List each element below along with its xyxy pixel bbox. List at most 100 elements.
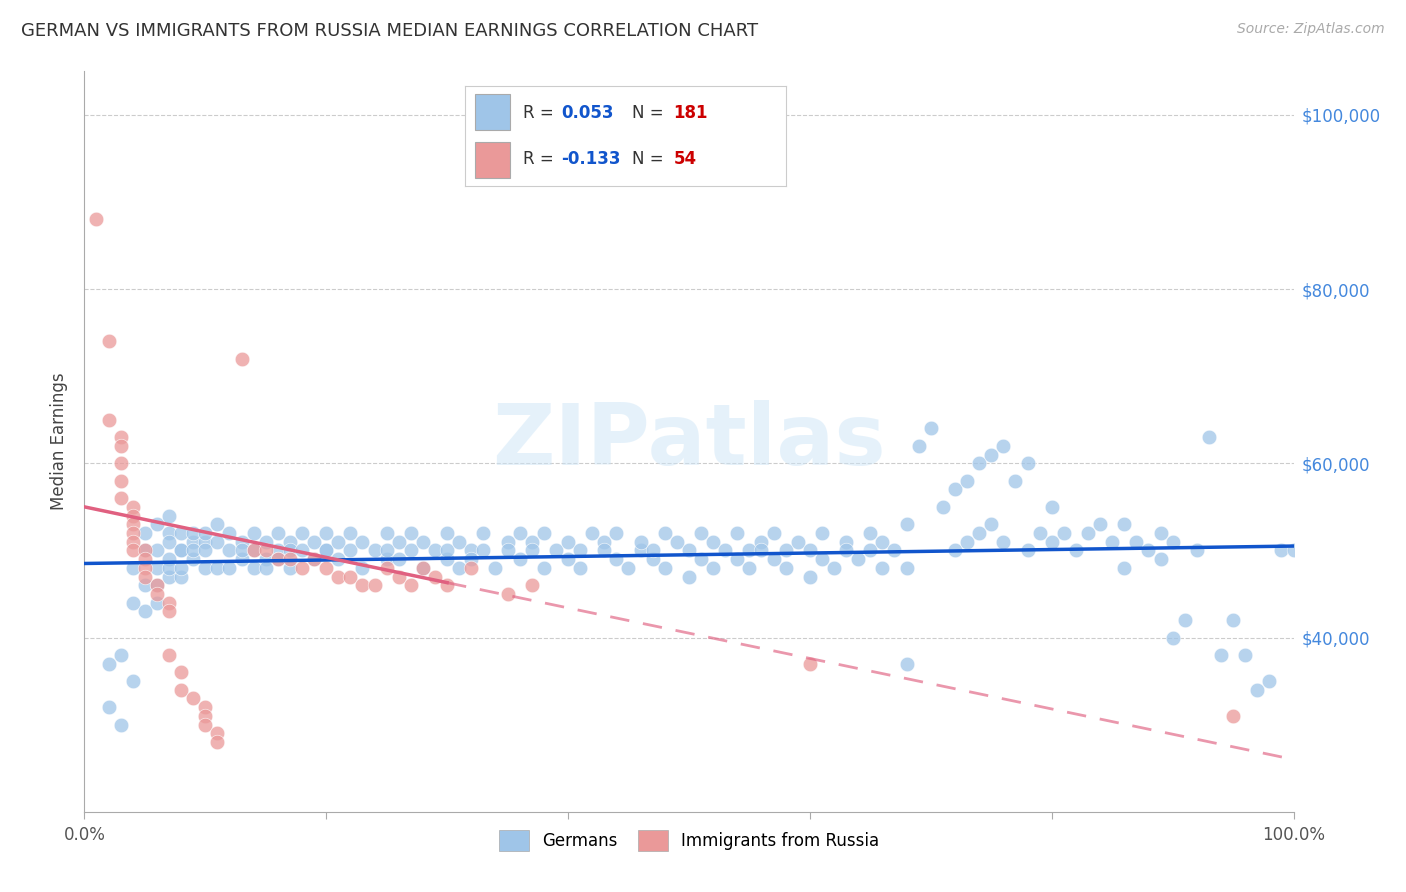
Point bbox=[194, 717, 217, 731]
Point bbox=[363, 543, 385, 558]
Point bbox=[134, 561, 156, 575]
Point bbox=[302, 552, 325, 566]
Point bbox=[1270, 543, 1292, 558]
Point bbox=[1149, 552, 1171, 566]
Point bbox=[835, 543, 858, 558]
Point bbox=[278, 561, 301, 575]
Point bbox=[181, 552, 204, 566]
Point bbox=[665, 534, 688, 549]
Point bbox=[1222, 613, 1244, 627]
Point bbox=[388, 569, 411, 583]
Point bbox=[146, 543, 169, 558]
Point bbox=[835, 534, 858, 549]
Point bbox=[654, 526, 676, 541]
Point bbox=[110, 474, 132, 488]
Point bbox=[956, 534, 979, 549]
Point bbox=[181, 534, 204, 549]
Point bbox=[157, 569, 180, 583]
Point bbox=[775, 561, 797, 575]
Point bbox=[1088, 517, 1111, 532]
Point bbox=[110, 430, 132, 444]
Point bbox=[823, 561, 845, 575]
Point bbox=[134, 578, 156, 592]
Point bbox=[654, 561, 676, 575]
Point bbox=[157, 561, 180, 575]
Point bbox=[121, 561, 143, 575]
Point bbox=[956, 474, 979, 488]
Point bbox=[1222, 709, 1244, 723]
Point bbox=[181, 691, 204, 706]
Point bbox=[134, 569, 156, 583]
Point bbox=[242, 561, 264, 575]
Point bbox=[1185, 543, 1208, 558]
Point bbox=[472, 526, 495, 541]
Point bbox=[121, 526, 143, 541]
Point bbox=[146, 517, 169, 532]
Point bbox=[157, 604, 180, 618]
Point bbox=[170, 665, 193, 680]
Point bbox=[1282, 543, 1305, 558]
Point bbox=[1209, 648, 1232, 662]
Point bbox=[121, 596, 143, 610]
Point bbox=[786, 534, 808, 549]
Point bbox=[315, 543, 337, 558]
Point bbox=[121, 500, 143, 514]
Point bbox=[799, 543, 821, 558]
Point bbox=[399, 543, 422, 558]
Point bbox=[883, 543, 905, 558]
Point bbox=[339, 526, 361, 541]
Point bbox=[110, 491, 132, 505]
Point bbox=[641, 543, 664, 558]
Point bbox=[194, 534, 217, 549]
Point bbox=[738, 561, 761, 575]
Point bbox=[267, 526, 290, 541]
Point bbox=[725, 552, 748, 566]
Point bbox=[134, 543, 156, 558]
Point bbox=[291, 561, 314, 575]
Point bbox=[799, 569, 821, 583]
Point bbox=[375, 561, 398, 575]
Point bbox=[86, 212, 108, 227]
Point bbox=[423, 543, 446, 558]
Point bbox=[339, 543, 361, 558]
Point bbox=[97, 413, 120, 427]
Point bbox=[630, 543, 652, 558]
Point bbox=[170, 526, 193, 541]
Point bbox=[896, 517, 918, 532]
Point bbox=[315, 543, 337, 558]
Point bbox=[533, 526, 555, 541]
Point bbox=[170, 543, 193, 558]
Point bbox=[194, 700, 217, 714]
Point bbox=[714, 543, 737, 558]
Point bbox=[1149, 526, 1171, 541]
Point bbox=[811, 552, 834, 566]
Point bbox=[859, 526, 882, 541]
Point bbox=[267, 552, 290, 566]
Point bbox=[1004, 474, 1026, 488]
Point bbox=[751, 543, 773, 558]
Point bbox=[134, 543, 156, 558]
Point bbox=[1064, 543, 1087, 558]
Point bbox=[181, 543, 204, 558]
Point bbox=[375, 543, 398, 558]
Point bbox=[1114, 517, 1136, 532]
Point bbox=[509, 552, 531, 566]
Point bbox=[388, 534, 411, 549]
Point bbox=[302, 552, 325, 566]
Point bbox=[1114, 561, 1136, 575]
Point bbox=[218, 526, 240, 541]
Text: GERMAN VS IMMIGRANTS FROM RUSSIA MEDIAN EARNINGS CORRELATION CHART: GERMAN VS IMMIGRANTS FROM RUSSIA MEDIAN … bbox=[21, 22, 758, 40]
Point bbox=[194, 561, 217, 575]
Point bbox=[1258, 674, 1281, 689]
Point bbox=[363, 578, 385, 592]
Point bbox=[110, 648, 132, 662]
Point bbox=[218, 543, 240, 558]
Point bbox=[980, 517, 1002, 532]
Point bbox=[993, 534, 1015, 549]
Point bbox=[121, 508, 143, 523]
Point bbox=[943, 483, 966, 497]
Point bbox=[811, 526, 834, 541]
Point bbox=[170, 561, 193, 575]
Point bbox=[569, 561, 592, 575]
Point bbox=[896, 561, 918, 575]
